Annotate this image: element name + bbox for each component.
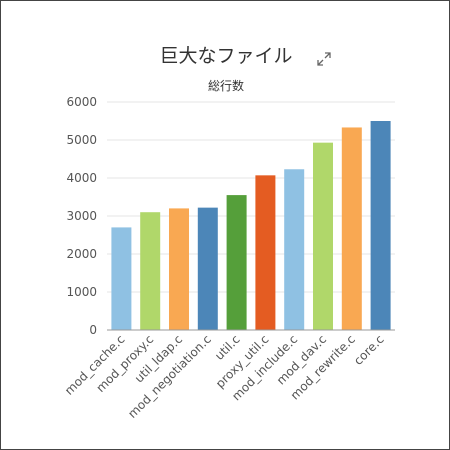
x-tick-labels: mod_cache.cmod_proxy.cutil_ldap.cmod_neg… xyxy=(62,332,387,421)
y-tick-label: 3000 xyxy=(66,209,97,223)
y-tick-label: 1000 xyxy=(66,285,97,299)
bar[interactable] xyxy=(169,208,189,330)
bar[interactable] xyxy=(226,195,247,330)
y-tick-label: 2000 xyxy=(66,247,97,261)
bars xyxy=(111,121,391,331)
y-tick-label: 5000 xyxy=(66,133,97,147)
y-tick-label: 6000 xyxy=(66,95,97,109)
bar[interactable] xyxy=(111,227,132,330)
y-tick-label: 0 xyxy=(89,323,97,337)
chart-title: 巨大なファイル xyxy=(159,45,293,67)
y-axis-label: 総行数 xyxy=(207,79,244,93)
bar[interactable] xyxy=(284,169,305,330)
bar[interactable] xyxy=(313,142,333,330)
bar[interactable] xyxy=(341,127,362,331)
bar[interactable] xyxy=(370,121,391,330)
y-tick-label: 4000 xyxy=(66,171,97,185)
bar[interactable] xyxy=(140,212,161,330)
x-tick-label: core.c xyxy=(351,332,387,368)
expand-icon[interactable] xyxy=(316,51,332,67)
bar[interactable] xyxy=(255,175,276,330)
bar[interactable] xyxy=(197,207,218,330)
y-tick-labels: 0 1000 2000 3000 4000 5000 6000 xyxy=(66,95,97,337)
